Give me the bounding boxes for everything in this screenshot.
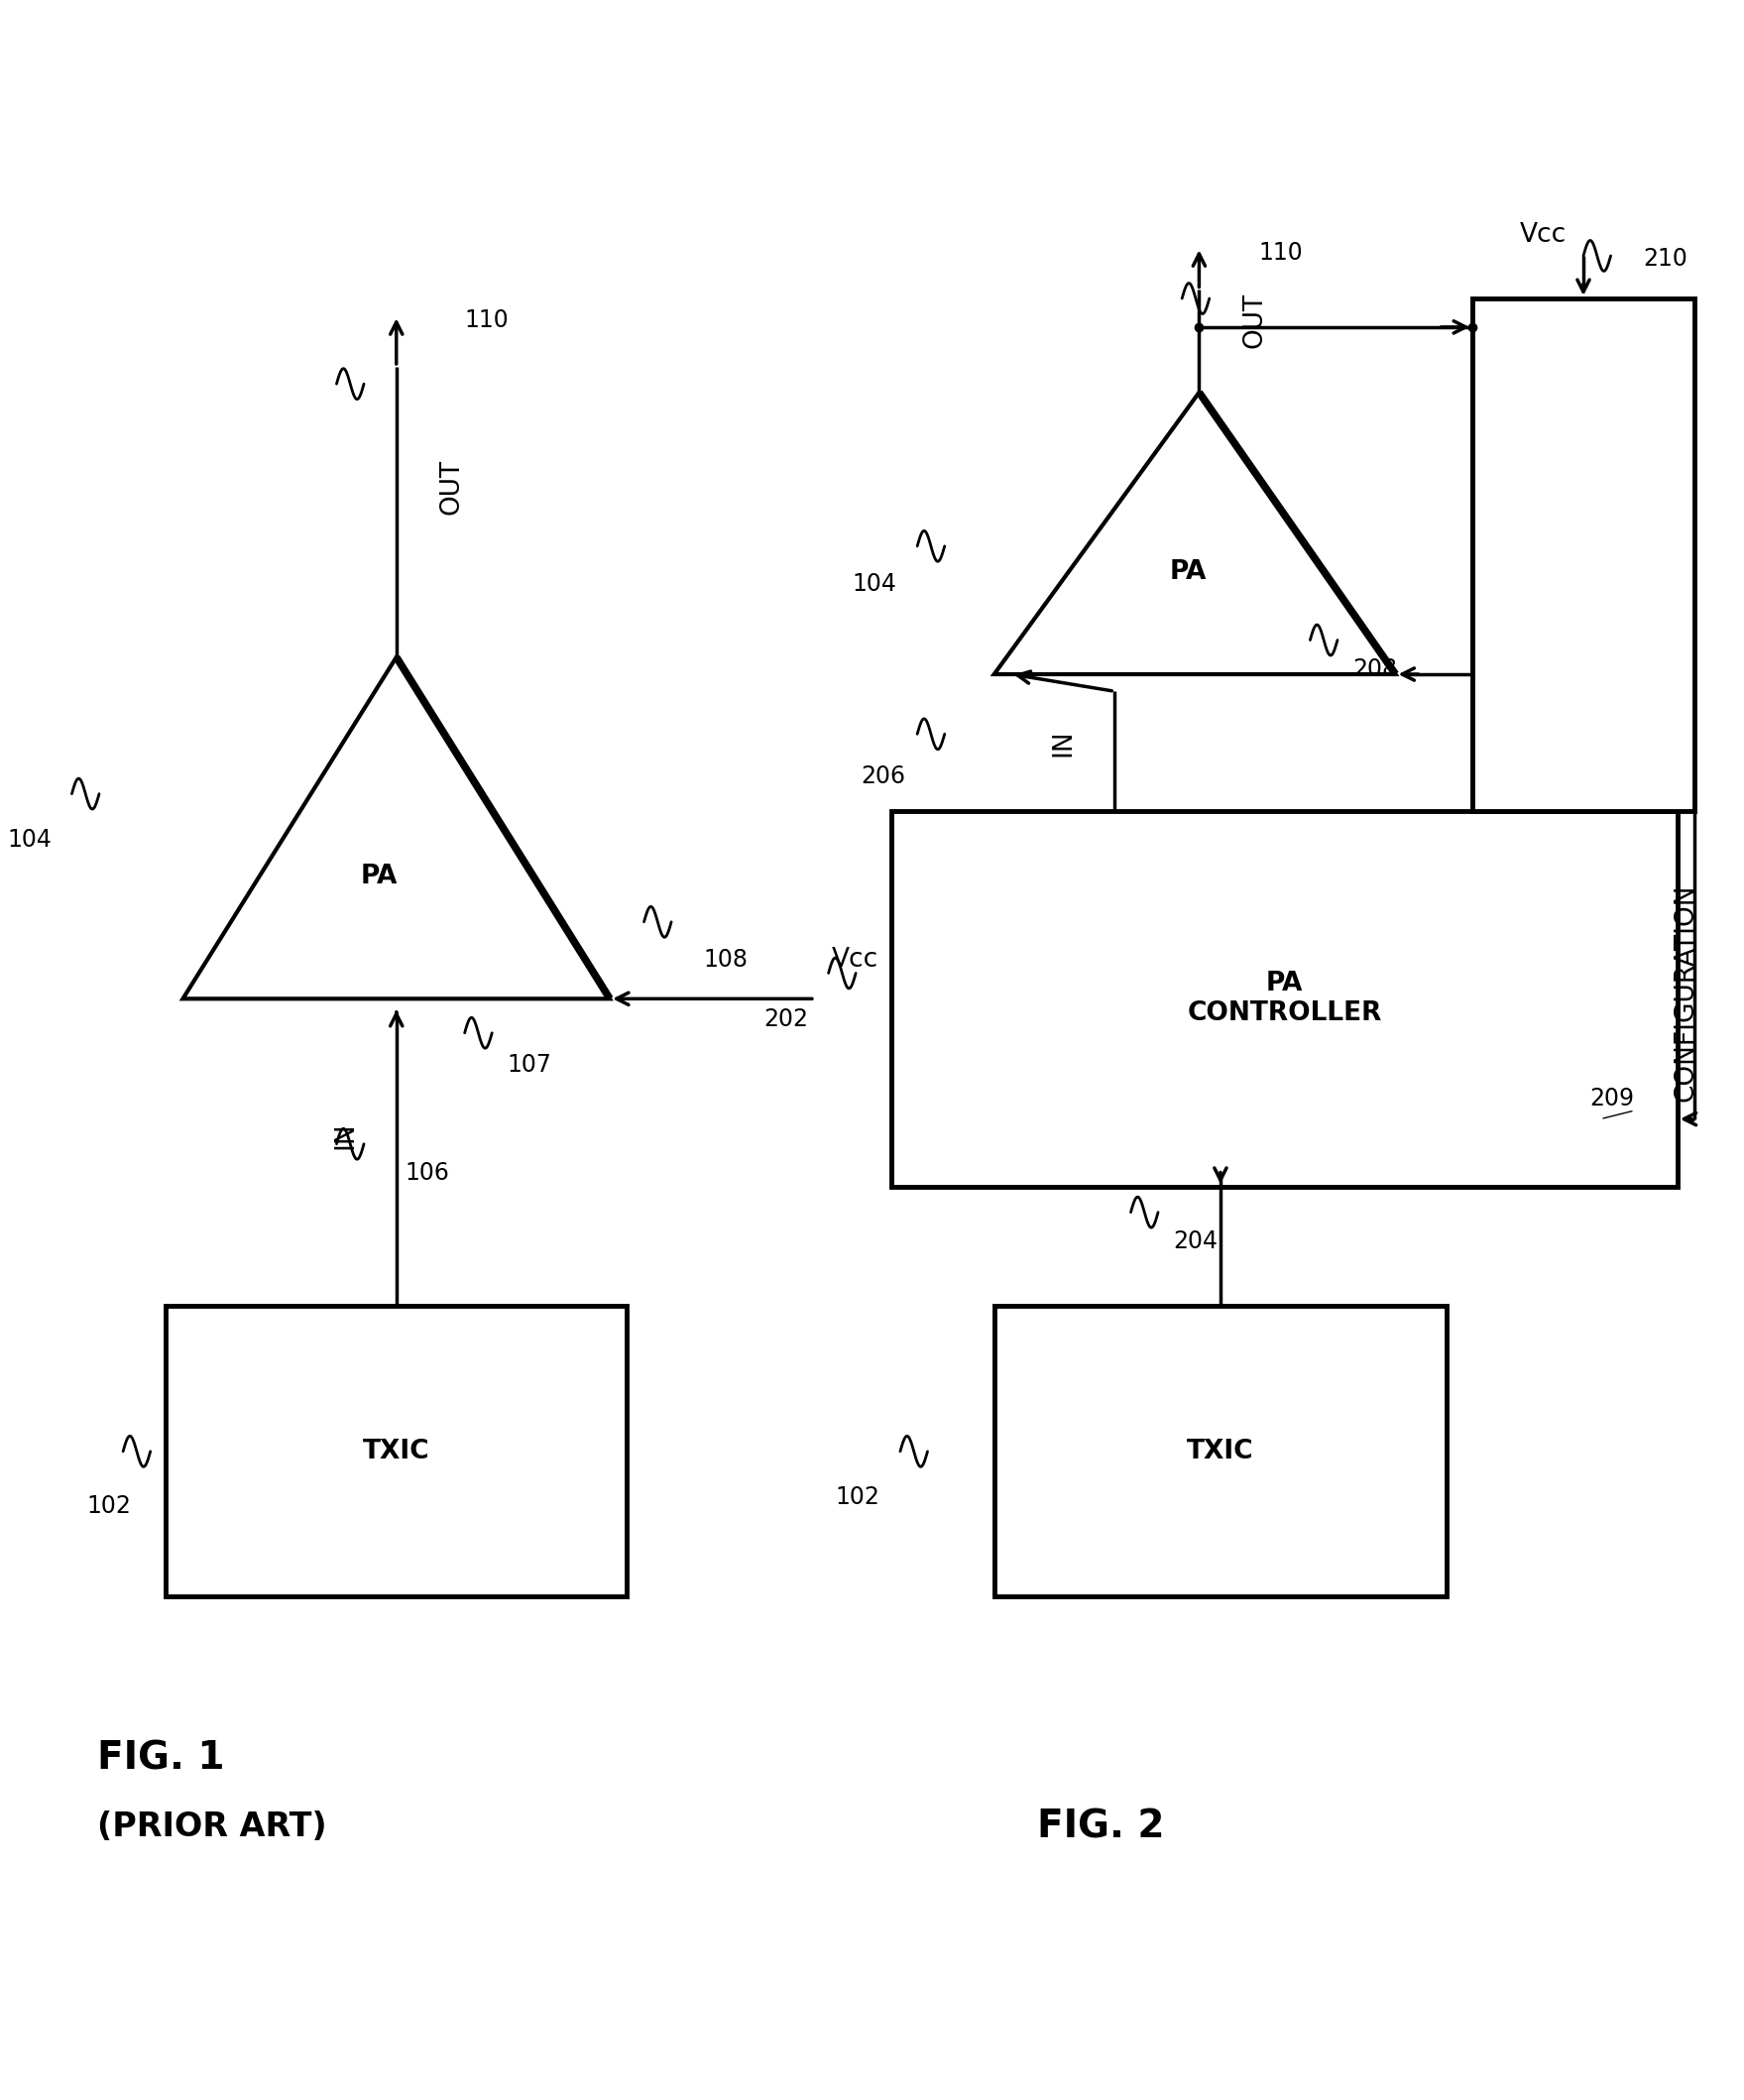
Text: PA: PA: [361, 863, 398, 888]
Text: FIG. 2: FIG. 2: [1038, 1808, 1165, 1846]
Bar: [166, 1306, 626, 1596]
Text: IN: IN: [331, 1121, 358, 1149]
Text: 209: 209: [1591, 1086, 1634, 1111]
Bar: [994, 1306, 1448, 1596]
Text: Vcc: Vcc: [832, 947, 879, 972]
Text: 110: 110: [464, 309, 509, 332]
Text: 106: 106: [405, 1161, 450, 1184]
Text: 102: 102: [87, 1493, 131, 1518]
Text: TXIC: TXIC: [363, 1438, 429, 1464]
Text: OUT: OUT: [439, 458, 466, 514]
Bar: [1472, 298, 1695, 811]
Text: 108: 108: [705, 947, 748, 972]
Text: 107: 107: [508, 1054, 551, 1077]
Text: IN: IN: [1050, 729, 1076, 756]
Text: (PRIOR ART): (PRIOR ART): [98, 1810, 328, 1844]
Text: TXIC: TXIC: [1188, 1438, 1254, 1464]
Text: OUT: OUT: [1242, 292, 1268, 349]
Text: 210: 210: [1643, 248, 1688, 271]
Bar: [891, 811, 1678, 1186]
Text: FIG. 1: FIG. 1: [98, 1741, 225, 1779]
Text: PA
CONTROLLER: PA CONTROLLER: [1188, 970, 1381, 1027]
Text: 208: 208: [1353, 657, 1397, 680]
Text: 204: 204: [1174, 1228, 1217, 1254]
Text: 104: 104: [853, 571, 896, 596]
Text: 110: 110: [1259, 242, 1303, 265]
Text: PA: PA: [1168, 559, 1207, 584]
Text: 102: 102: [835, 1485, 879, 1510]
Text: 104: 104: [7, 827, 51, 853]
Text: 202: 202: [764, 1008, 807, 1031]
Text: CONFIGURATION: CONFIGURATION: [1672, 884, 1699, 1102]
Text: 206: 206: [862, 764, 905, 790]
Text: Vcc: Vcc: [1519, 223, 1566, 248]
